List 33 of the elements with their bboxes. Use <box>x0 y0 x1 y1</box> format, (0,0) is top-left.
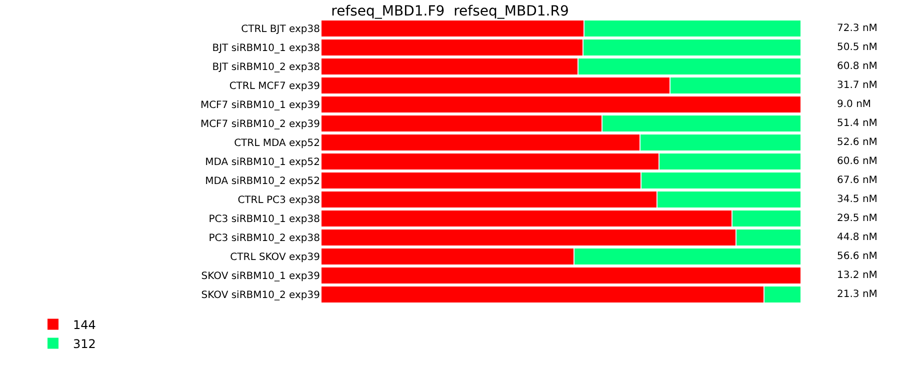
y-tick-label: CTRL MDA exp52 <box>234 138 320 149</box>
y-tick-label: PC3 siRBM10_1 exp38 <box>208 214 320 225</box>
y-tick-label: BJT siRBM10_1 exp38 <box>212 43 320 54</box>
text: 44.8 nM <box>837 232 878 243</box>
y-tick-label: PC3 siRBM10_2 exp38 <box>208 233 320 244</box>
y-tick-label: MDA siRBM10_1 exp52 <box>205 157 320 168</box>
y-tick-label: MCF7 siRBM10_1 exp39 <box>200 100 320 111</box>
text: 34.5 nM <box>837 194 878 205</box>
text: 13.2 nM <box>837 270 878 281</box>
y-tick-label: MCF7 siRBM10_2 exp39 <box>200 119 320 130</box>
y-tick-label: SKOV siRBM10_1 exp39 <box>201 271 320 282</box>
y-tick-label: CTRL PC3 exp38 <box>238 195 320 206</box>
y-tick-label: BJT siRBM10_2 exp38 <box>212 62 320 73</box>
legend-label: 312 <box>73 336 96 351</box>
text: 51.4 nM <box>837 118 878 129</box>
y-tick-label: MDA siRBM10_2 exp52 <box>205 176 320 187</box>
y-tick-label: CTRL SKOV exp39 <box>230 252 320 263</box>
text: 50.5 nM <box>837 42 878 53</box>
legend-label: 144 <box>73 318 96 332</box>
y-tick-label: CTRL MCF7 exp39 <box>229 81 320 92</box>
y-tick-label: SKOV siRBM10_2 exp39 <box>201 290 320 301</box>
text: 52.6 nM <box>837 137 878 148</box>
chart-title: refseq_MBD1.F9 refseq_MBD1.R9 <box>331 3 569 20</box>
text: 21.3 nM <box>837 289 878 300</box>
text: 60.8 nM <box>837 61 878 72</box>
y-tick-label: CTRL BJT exp38 <box>241 24 320 35</box>
text: 9.0 nM <box>837 99 872 110</box>
text: 60.6 nM <box>837 156 878 167</box>
text: 67.6 nM <box>837 175 878 186</box>
text: 56.6 nM <box>837 251 878 262</box>
text: 72.3 nM <box>837 23 878 34</box>
text: 31.7 nM <box>837 80 878 91</box>
text: 29.5 nM <box>837 213 878 224</box>
